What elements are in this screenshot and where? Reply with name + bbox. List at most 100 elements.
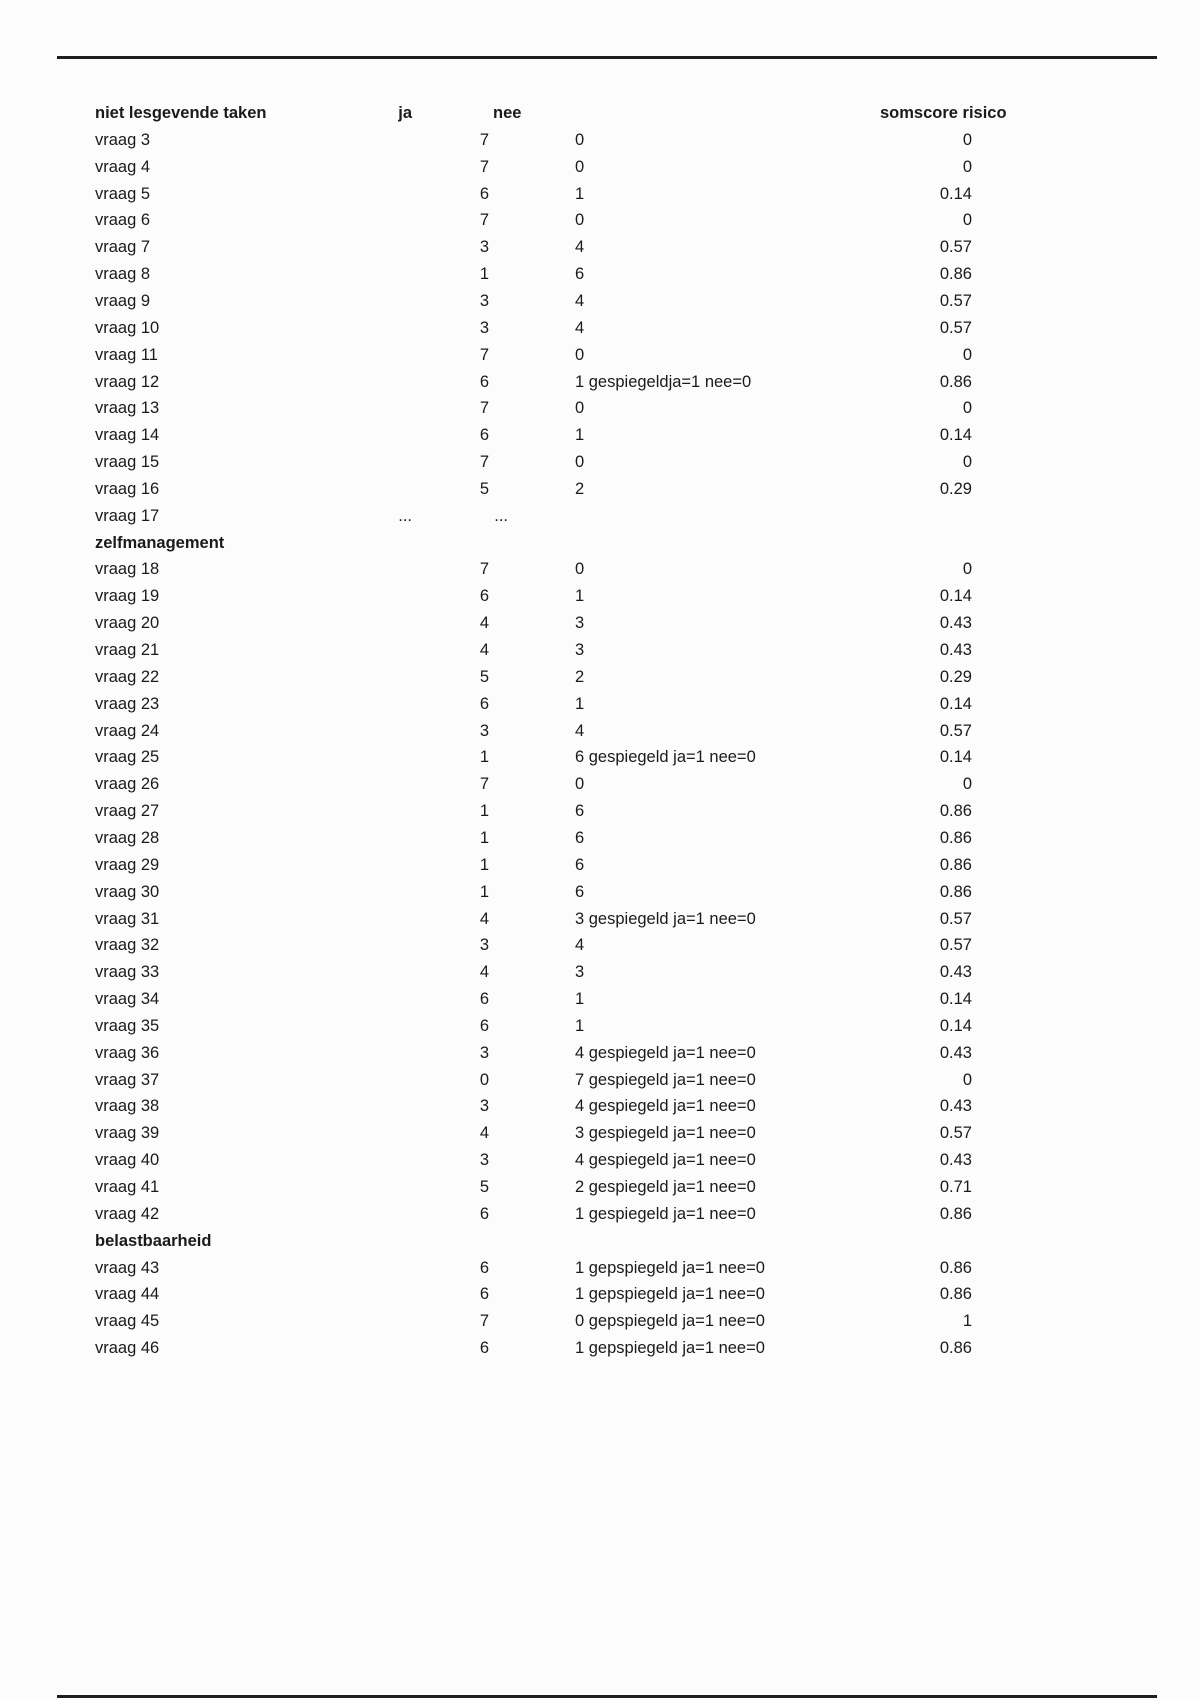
ja-count: 7 [479,775,489,794]
somscore-value: 0.71 [939,1178,972,1196]
nee-count: 1 gespiegeld ja=1 nee=0 [575,1204,756,1223]
table-row: vraag 17...... [0,503,1200,530]
nee-count: 2 gespiegeld ja=1 nee=0 [575,1178,756,1196]
nee-count: 1 [575,426,585,445]
somscore-value: 0.43 [939,614,972,633]
row-label: vraag 29 [95,855,160,874]
nee-count: 1 [575,184,585,203]
table-row: vraag 8 1 6 0.86 [0,261,1200,288]
ja-count: 4 [479,909,489,928]
table-row: vraag 24 3 4 0.57 [0,718,1200,745]
section-title: zelfmanagement [95,533,225,552]
row-label: vraag 37 [95,1070,160,1089]
somscore-value: 0 [962,560,972,579]
row-label: vraag 4 [95,157,151,176]
row-label: vraag 23 [95,694,160,713]
row-label: vraag 39 [95,1124,160,1143]
ja-count: 6 [479,587,489,606]
nee-count: 4 [575,721,585,740]
nee-count: 4 [575,318,585,337]
ja-count: 1 [479,802,489,821]
ja-count: 4 [479,963,489,982]
row-label: vraag 10 [95,318,160,337]
ja-count: 6 [479,1258,489,1277]
somscore-value: 0.86 [939,1339,972,1358]
nee-count: 0 [575,399,585,418]
table-row: vraag 35 6 1 0.14 [0,1013,1200,1040]
table-row: vraag 15 7 0 0 [0,449,1200,476]
ja-count: 7 [479,345,489,364]
table-row: vraag 28 1 6 0.86 [0,825,1200,852]
table-row: vraag 4 7 0 0 [0,154,1200,181]
row-label: vraag 11 [95,345,158,364]
row-label: vraag 45 [95,1312,160,1331]
table-row: vraag 43 6 1 gepspiegeld ja=1 nee=0 0.86 [0,1255,1200,1282]
nee-ellipsis: ... [494,506,508,525]
somscore-value: 0.57 [939,318,972,337]
somscore-value: 0.14 [939,184,972,203]
table-row: vraag 20 4 3 0.43 [0,610,1200,637]
ja-count: 7 [479,1312,489,1331]
table-row: vraag 16 5 2 0.29 [0,476,1200,503]
ja-count: 7 [479,453,489,472]
top-rule-line [57,56,1157,59]
somscore-value: 1 [962,1312,972,1331]
somscore-value: 0.57 [939,238,972,257]
somscore-value: 0.86 [939,882,972,901]
table-row: vraag 26 7 0 0 [0,771,1200,798]
ja-count: 6 [479,990,489,1009]
somscore-value: 0.14 [939,694,972,713]
ja-count: 5 [479,667,489,686]
nee-count: 4 [575,291,585,310]
row-label: vraag 38 [95,1097,160,1116]
somscore-value: 0.43 [939,641,972,659]
somscore-value: 0.57 [939,291,972,310]
ja-count: 3 [479,238,489,257]
nee-count: 3 [575,641,585,659]
nee-count: 0 [575,130,585,149]
somscore-value: 0.43 [939,963,972,982]
somscore-value: 0 [962,157,972,176]
nee-count: 6 [575,828,585,847]
nee-count: 7 gespiegeld ja=1 nee=0 [575,1070,756,1089]
nee-count: 1 gepspiegeld ja=1 nee=0 [575,1258,765,1277]
nee-count: 6 [575,855,585,874]
table-row: vraag 30 1 6 0.86 [0,879,1200,906]
nee-count: 1 [575,990,585,1009]
ja-count: 7 [479,157,489,176]
row-label: vraag 32 [95,936,160,955]
ja-count: 1 [479,265,489,284]
ja-count: 1 [479,828,489,847]
row-label: vraag 28 [95,828,160,847]
row-label: vraag 27 [95,802,160,821]
row-label: vraag 31 [95,909,160,928]
somscore-value: 0 [962,1070,972,1089]
somscore-value: 0.86 [939,828,972,847]
nee-count: 0 [575,560,585,579]
somscore-value: 0.57 [939,721,972,740]
ja-count: 1 [479,748,489,767]
table-row: vraag 45 7 0 gepspiegeld ja=1 nee=0 1 [0,1308,1200,1335]
ja-ellipsis: ... [398,506,412,525]
table-row: vraag 22 5 2 0.29 [0,664,1200,691]
table-row: vraag 32 3 4 0.57 [0,932,1200,959]
table-row: vraag 3 7 0 0 [0,127,1200,154]
ja-count: 3 [479,291,489,310]
ja-count: 5 [479,1178,489,1196]
table-row: vraag 29 1 6 0.86 [0,852,1200,879]
nee-count: 1 [575,587,585,606]
nee-count: 4 gespiegeld ja=1 nee=0 [575,1151,756,1170]
ja-count: 1 [479,882,489,901]
row-label: vraag 43 [95,1258,160,1277]
nee-count: 2 [575,479,585,498]
somscore-value: 0 [962,130,972,149]
nee-count: 0 [575,453,585,472]
table-row: vraag 27 1 6 0.86 [0,798,1200,825]
table-row: vraag 11 7 0 0 [0,342,1200,369]
table-row: vraag 38 3 4 gespiegeld ja=1 nee=0 0.43 [0,1093,1200,1120]
nee-count: 3 [575,963,585,982]
ja-count: 6 [479,1016,489,1035]
ja-count: 3 [479,721,489,740]
nee-count: 6 gespiegeld ja=1 nee=0 [575,748,756,767]
row-label: vraag 16 [95,479,160,498]
